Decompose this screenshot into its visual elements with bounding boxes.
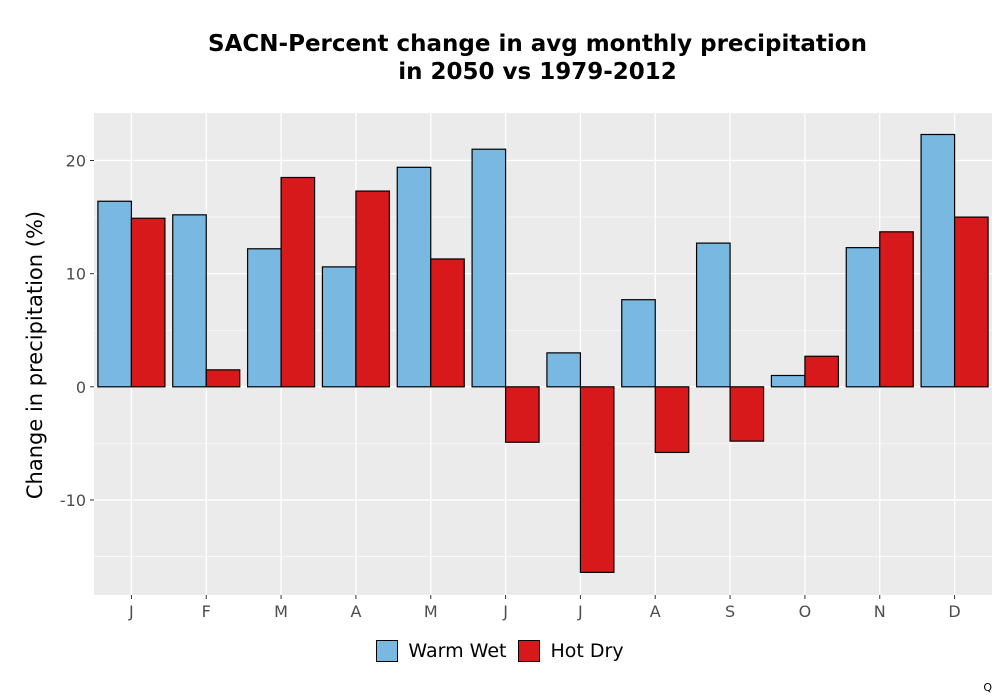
chart-title-line-2: in 2050 vs 1979-2012	[398, 59, 677, 85]
bar-warm-wet-9	[770, 374, 806, 388]
x-tick-label: J	[128, 602, 134, 621]
bar-hot-dry-8	[729, 386, 765, 442]
x-tick-label: N	[874, 602, 886, 621]
x-tick-label: M	[424, 602, 438, 621]
bar-hot-dry-0	[130, 217, 166, 388]
y-tick-label: -10	[60, 491, 86, 510]
bar-warm-wet-7	[621, 299, 656, 388]
bar-warm-wet-2	[246, 248, 282, 388]
bar-warm-wet-6	[546, 352, 582, 388]
plot-panel	[94, 113, 992, 595]
bar-hot-dry-4	[430, 258, 465, 388]
bar-hot-dry-6	[579, 386, 615, 573]
bar-hot-dry-3	[355, 190, 391, 388]
x-tick-label: A	[650, 602, 661, 621]
legend-swatch-warm-wet	[376, 640, 399, 662]
legend-label-warm-wet: Warm Wet	[408, 640, 507, 662]
bar-hot-dry-7	[654, 386, 690, 454]
y-tick-label: 0	[76, 378, 86, 397]
x-tick-label: A	[350, 602, 361, 621]
bar-warm-wet-3	[321, 266, 357, 388]
bar-hot-dry-2	[280, 176, 316, 388]
bar-warm-wet-5	[471, 148, 507, 388]
x-tick-label: F	[202, 602, 211, 621]
legend-item-warm-wet: Warm Wet	[376, 640, 506, 662]
bar-hot-dry-10	[879, 231, 914, 388]
chart-title: SACN-Percent change in avg monthly preci…	[95, 30, 980, 86]
y-tick-label: 20	[66, 152, 86, 171]
legend-item-hot-dry: Hot Dry	[518, 640, 624, 662]
bars	[97, 133, 989, 573]
x-tick-label: J	[502, 602, 508, 621]
bar-warm-wet-8	[695, 242, 731, 388]
x-tick-label: S	[725, 602, 735, 621]
corner-mark: Q	[983, 681, 992, 694]
bar-hot-dry-5	[504, 386, 540, 443]
bar-warm-wet-11	[920, 133, 956, 388]
y-axis-title: Change in precipitation (%)	[23, 210, 47, 500]
chart-title-line-1: SACN-Percent change in avg monthly preci…	[208, 31, 867, 57]
bar-hot-dry-1	[205, 369, 241, 388]
bar-warm-wet-4	[396, 166, 432, 388]
legend-swatch-hot-dry	[518, 640, 541, 662]
bar-warm-wet-1	[172, 214, 207, 388]
x-tick-label: O	[799, 602, 812, 621]
legend: Warm Wet Hot Dry	[0, 640, 1000, 662]
bar-hot-dry-11	[953, 216, 989, 388]
bar-warm-wet-10	[845, 247, 881, 388]
bar-hot-dry-9	[804, 355, 840, 388]
axes: -10 0 10 20 J F M A M J J A S O N D	[60, 152, 961, 621]
x-tick-label: D	[948, 602, 960, 621]
bar-warm-wet-0	[97, 200, 133, 388]
legend-label-hot-dry: Hot Dry	[550, 640, 624, 662]
x-tick-label: M	[274, 602, 288, 621]
x-tick-label: J	[577, 602, 583, 621]
y-tick-label: 10	[66, 265, 86, 284]
